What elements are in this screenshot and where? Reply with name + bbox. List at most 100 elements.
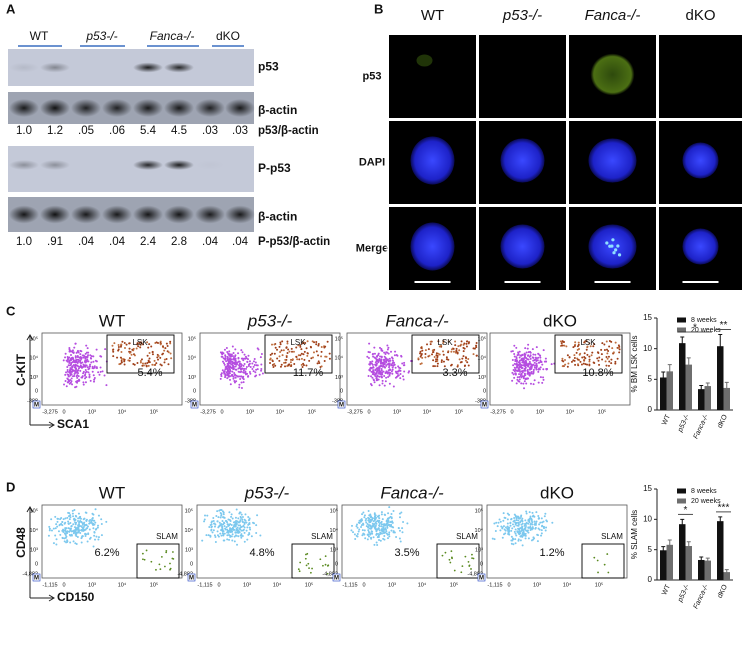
event-dot — [386, 344, 389, 347]
event-dot — [231, 345, 234, 348]
event-dot — [117, 345, 120, 348]
event-dot — [384, 357, 387, 360]
event-dot — [222, 513, 225, 516]
event-dot — [387, 360, 390, 363]
event-dot — [523, 533, 526, 536]
event-dot — [69, 522, 72, 525]
event-dot — [506, 522, 509, 525]
event-dot — [68, 359, 71, 362]
y-tick-label: 10³ — [330, 548, 338, 554]
event-dot — [240, 513, 243, 516]
event-dot — [520, 357, 523, 360]
event-dot — [540, 532, 543, 535]
event-dot — [77, 375, 80, 378]
event-dot — [216, 530, 219, 533]
event-dot — [246, 360, 249, 363]
event-dot — [380, 376, 383, 379]
event-dot — [276, 348, 279, 351]
event-dot — [300, 352, 303, 355]
event-dot — [153, 359, 156, 362]
event-dot — [539, 366, 542, 369]
event-dot — [90, 361, 93, 364]
error-bar — [680, 336, 685, 350]
event-dot — [538, 528, 541, 531]
event-dot — [586, 353, 589, 356]
event-dot — [81, 535, 84, 538]
event-dot — [391, 372, 394, 375]
event-dot — [304, 342, 307, 345]
event-dot — [243, 526, 246, 529]
event-dot — [69, 372, 72, 375]
bar — [660, 550, 667, 580]
gate-label: LSK — [132, 338, 148, 347]
event-dot — [385, 522, 388, 525]
event-dot — [467, 560, 470, 563]
event-dot — [375, 530, 378, 533]
event-dot — [74, 386, 77, 389]
lane-label: Fanca-/- — [150, 29, 195, 43]
gate-percent: 3.3% — [442, 367, 467, 379]
event-dot — [371, 360, 374, 363]
event-dot — [460, 571, 463, 574]
event-dot — [472, 347, 475, 350]
event-dot — [151, 350, 154, 353]
event-dot — [93, 534, 96, 537]
event-dot — [531, 348, 534, 351]
event-dot — [269, 362, 272, 365]
event-dot — [297, 568, 300, 571]
event-dot — [71, 365, 74, 368]
event-dot — [73, 517, 76, 520]
event-dot — [230, 363, 233, 366]
event-dot — [281, 340, 284, 343]
event-dot — [618, 348, 621, 351]
event-dot — [92, 355, 95, 358]
event-dot — [455, 347, 458, 350]
event-dot — [254, 361, 257, 364]
event-dot — [577, 343, 580, 346]
event-dot — [380, 525, 383, 528]
event-dot — [241, 367, 244, 370]
event-dot — [89, 363, 92, 366]
event-dot — [465, 340, 468, 343]
y-tick-label: 10 — [643, 344, 652, 353]
event-dot — [385, 364, 388, 367]
event-dot — [529, 515, 532, 518]
bar — [698, 389, 705, 410]
event-dot — [228, 511, 231, 514]
event-dot — [222, 523, 225, 526]
error-bar — [686, 541, 691, 551]
event-dot — [204, 514, 207, 517]
event-dot — [438, 345, 441, 348]
event-dot — [95, 535, 98, 538]
event-dot — [375, 532, 378, 535]
event-dot — [516, 378, 519, 381]
y-tick-label: 5 — [648, 545, 653, 554]
event-dot — [234, 348, 237, 351]
bar — [698, 559, 705, 580]
column-label: Fanca-/- — [585, 7, 641, 24]
event-dot — [374, 521, 377, 524]
event-dot — [231, 530, 234, 533]
event-dot — [523, 363, 526, 366]
y-tick-label: 0 — [483, 388, 486, 394]
event-dot — [363, 514, 366, 517]
column-label: dKO — [685, 7, 715, 24]
event-dot — [407, 371, 410, 374]
event-dot — [394, 376, 397, 379]
event-dot — [70, 368, 73, 371]
event-dot — [66, 373, 69, 376]
event-dot — [93, 378, 96, 381]
event-dot — [513, 366, 516, 369]
event-dot — [450, 348, 453, 351]
corner-marker: M — [34, 576, 39, 582]
plot-title: Fanca-/- — [385, 311, 449, 330]
event-dot — [224, 528, 227, 531]
row-label: DAPI — [359, 156, 385, 168]
event-dot — [432, 351, 435, 354]
event-dot — [400, 354, 403, 357]
event-dot — [299, 561, 302, 564]
event-dot — [150, 345, 153, 348]
event-dot — [522, 531, 525, 534]
x-tick-label: p53-/- — [676, 583, 691, 604]
event-dot — [59, 533, 62, 536]
